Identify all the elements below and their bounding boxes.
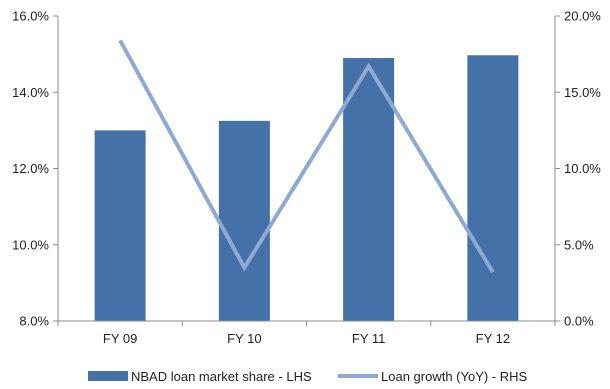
x-tick-label: FY 10 <box>227 331 261 346</box>
right-tick-label: 15.0% <box>564 85 601 100</box>
loan-growth-line <box>118 39 495 274</box>
bar-fy-12 <box>467 55 519 322</box>
tick-labels: 8.0% 10.0% 12.0% 14.0% 16.0% 0.0% 5.0% 10.0% 15.… <box>12 9 601 347</box>
left-tick-label: 8.0% <box>19 314 49 329</box>
right-tick-label: 5.0% <box>564 237 594 252</box>
bar-fy-10 <box>218 120 270 321</box>
legend: NBAD loan market share - LHS Loan growth … <box>88 369 528 384</box>
bar-fy-11 <box>343 57 395 321</box>
right-tick-label: 0.0% <box>564 314 594 329</box>
x-tick-label: FY 11 <box>352 331 385 346</box>
right-tick-label: 10.0% <box>564 161 601 176</box>
right-tick-label: 20.0% <box>564 9 601 24</box>
bar-series <box>94 55 519 322</box>
bar-fy-09 <box>94 130 146 321</box>
legend-swatch-bar <box>88 371 128 381</box>
left-tick-label: 12.0% <box>12 161 49 176</box>
legend-label-bar: NBAD loan market share - LHS <box>131 369 312 384</box>
x-tick-label: FY 09 <box>103 331 137 346</box>
axes <box>53 15 560 326</box>
left-tick-label: 16.0% <box>12 9 49 24</box>
line-series <box>118 39 495 274</box>
x-tick-label: FY 12 <box>476 331 510 346</box>
left-tick-label: 10.0% <box>12 237 49 252</box>
legend-label-line: Loan growth (YoY) - RHS <box>381 369 528 384</box>
left-tick-label: 14.0% <box>12 85 49 100</box>
